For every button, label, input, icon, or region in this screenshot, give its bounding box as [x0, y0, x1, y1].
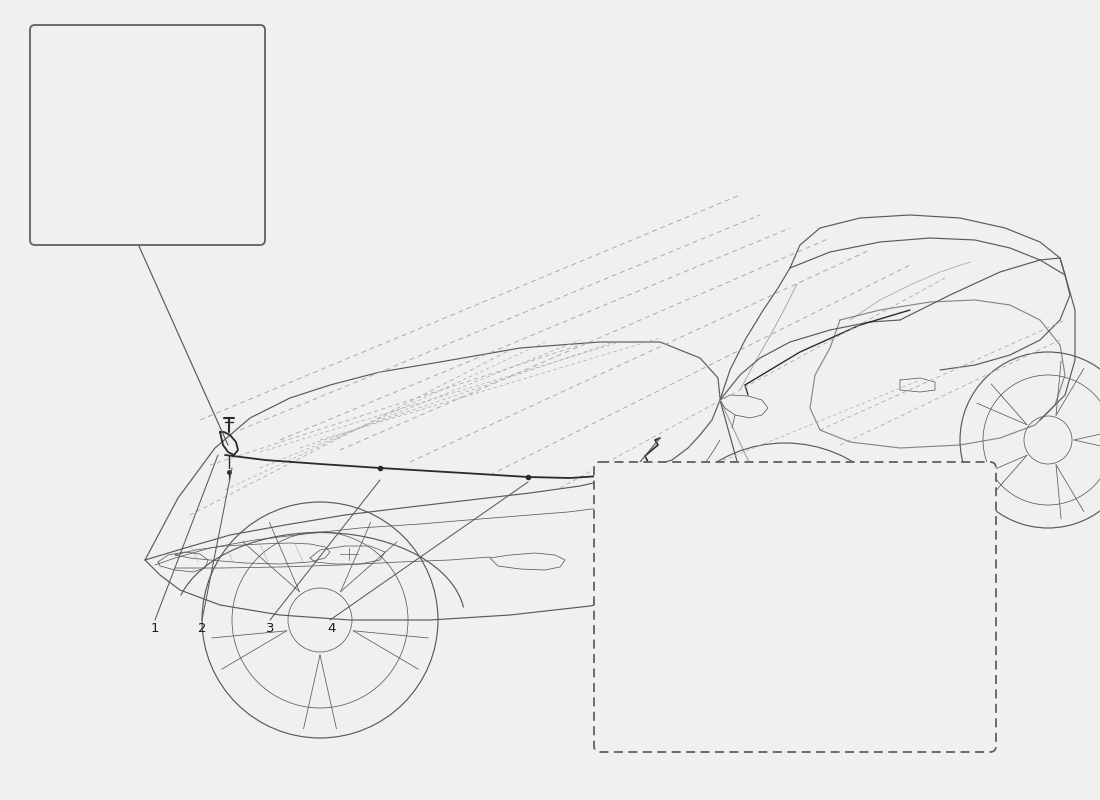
Text: 1: 1 [151, 622, 160, 634]
FancyBboxPatch shape [594, 462, 996, 752]
Text: 5: 5 [651, 697, 659, 710]
Text: 11: 11 [207, 78, 223, 91]
FancyBboxPatch shape [30, 25, 265, 245]
Text: 9: 9 [53, 78, 62, 91]
Text: 2: 2 [198, 622, 207, 634]
Text: 4: 4 [328, 622, 337, 634]
Text: 3: 3 [730, 723, 739, 737]
Text: 10: 10 [48, 138, 65, 151]
Text: 8: 8 [806, 697, 814, 710]
Text: 3: 3 [266, 622, 274, 634]
